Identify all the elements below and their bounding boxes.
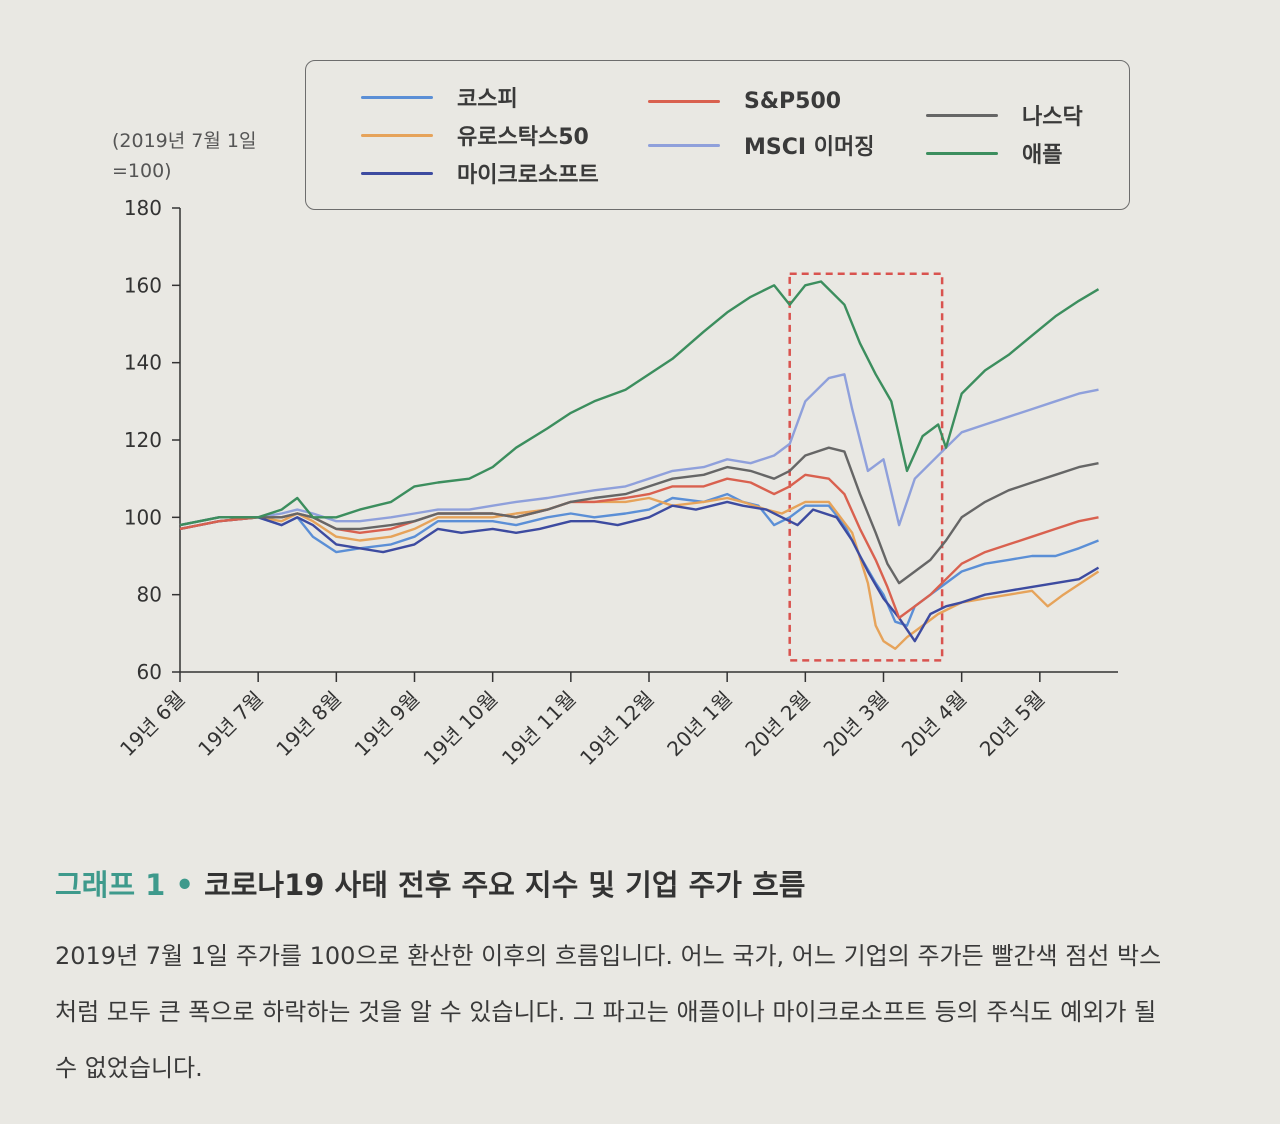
- legend-item-eurostoxx50: 유로스탁스50: [361, 119, 589, 151]
- legend-swatch: [361, 133, 433, 137]
- y-tick-label: 180: [124, 196, 162, 220]
- figure-caption-title: 그래프 1 • 코로나19 사태 전후 주요 지수 및 기업 주가 흐름: [55, 862, 805, 904]
- legend-label: 코스피: [457, 87, 518, 112]
- legend-label: MSCI 이머징: [744, 135, 875, 160]
- y-tick-label: 100: [124, 505, 162, 529]
- series-line-0: [179, 492, 1099, 627]
- x-tick-label: 19년 8월: [271, 687, 345, 761]
- figure-title: 코로나19 사태 전후 주요 지수 및 기업 주가 흐름: [204, 868, 806, 902]
- x-tick-label: 19년 10월: [419, 687, 502, 770]
- legend-swatch: [648, 100, 720, 103]
- series-line-3: [179, 473, 1099, 620]
- legend-item-apple: 애플: [926, 137, 1062, 169]
- y-tick-label: 120: [124, 428, 162, 452]
- legend-item-microsoft: 마이크로소프트: [361, 157, 599, 189]
- legend: 코스피 유로스탁스50 마이크로소프트 S&P500 MSCI 이머징 나스닥 …: [305, 60, 1130, 210]
- legend-label: 애플: [1022, 143, 1063, 168]
- legend-swatch: [926, 151, 998, 155]
- x-tick-label: 19년 6월: [115, 687, 189, 761]
- x-tick-label: 19년 11월: [497, 687, 580, 770]
- x-tick-label: 19년 12월: [575, 687, 658, 770]
- series-line-4: [179, 373, 1099, 527]
- x-tick-label: 20년 3월: [819, 687, 893, 761]
- legend-item-msci-em: MSCI 이머징: [648, 129, 874, 161]
- legend-swatch: [361, 171, 433, 175]
- series-line-5: [179, 446, 1099, 585]
- legend-swatch: [926, 113, 998, 117]
- x-tick-label: 20년 1월: [662, 687, 736, 761]
- y-tick-label: 80: [137, 583, 162, 607]
- unit-label-line1: (2019년 7월 1일: [112, 130, 257, 152]
- legend-label: 유로스탁스50: [457, 125, 589, 150]
- y-tick-label: 160: [124, 273, 162, 297]
- y-tick-label: 60: [137, 660, 162, 684]
- unit-label-line2: =100): [112, 160, 172, 182]
- series-line-6: [179, 280, 1100, 527]
- legend-label: 마이크로소프트: [457, 163, 599, 188]
- x-tick-label: 19년 9월: [350, 687, 424, 761]
- legend-item-nasdaq: 나스닥: [926, 99, 1083, 131]
- unit-label: (2019년 7월 1일 =100): [112, 126, 256, 186]
- legend-swatch: [361, 95, 433, 99]
- caption-separator: •: [165, 868, 205, 902]
- x-tick-label: 20년 4월: [897, 687, 971, 761]
- series-lines: [179, 280, 1100, 650]
- legend-item-sp500: S&P500: [648, 89, 841, 114]
- x-tick-label: 19년 7월: [193, 687, 267, 761]
- x-tick-label: 20년 5월: [975, 687, 1049, 761]
- legend-label: S&P500: [744, 89, 842, 114]
- y-tick-label: 140: [124, 351, 162, 375]
- legend-item-kospi: 코스피: [361, 81, 518, 113]
- legend-label: 나스닥: [1022, 105, 1083, 130]
- highlight-box-layer: [788, 272, 944, 662]
- figure-number: 그래프 1: [55, 868, 166, 902]
- figure-caption-body: 2019년 7월 1일 주가를 100으로 환산한 이후의 흐름입니다. 어느 …: [55, 942, 1162, 1082]
- legend-swatch: [648, 143, 720, 147]
- highlight-box: [788, 272, 944, 662]
- x-tick-label: 20년 2월: [740, 687, 814, 761]
- series-line-2: [179, 500, 1100, 643]
